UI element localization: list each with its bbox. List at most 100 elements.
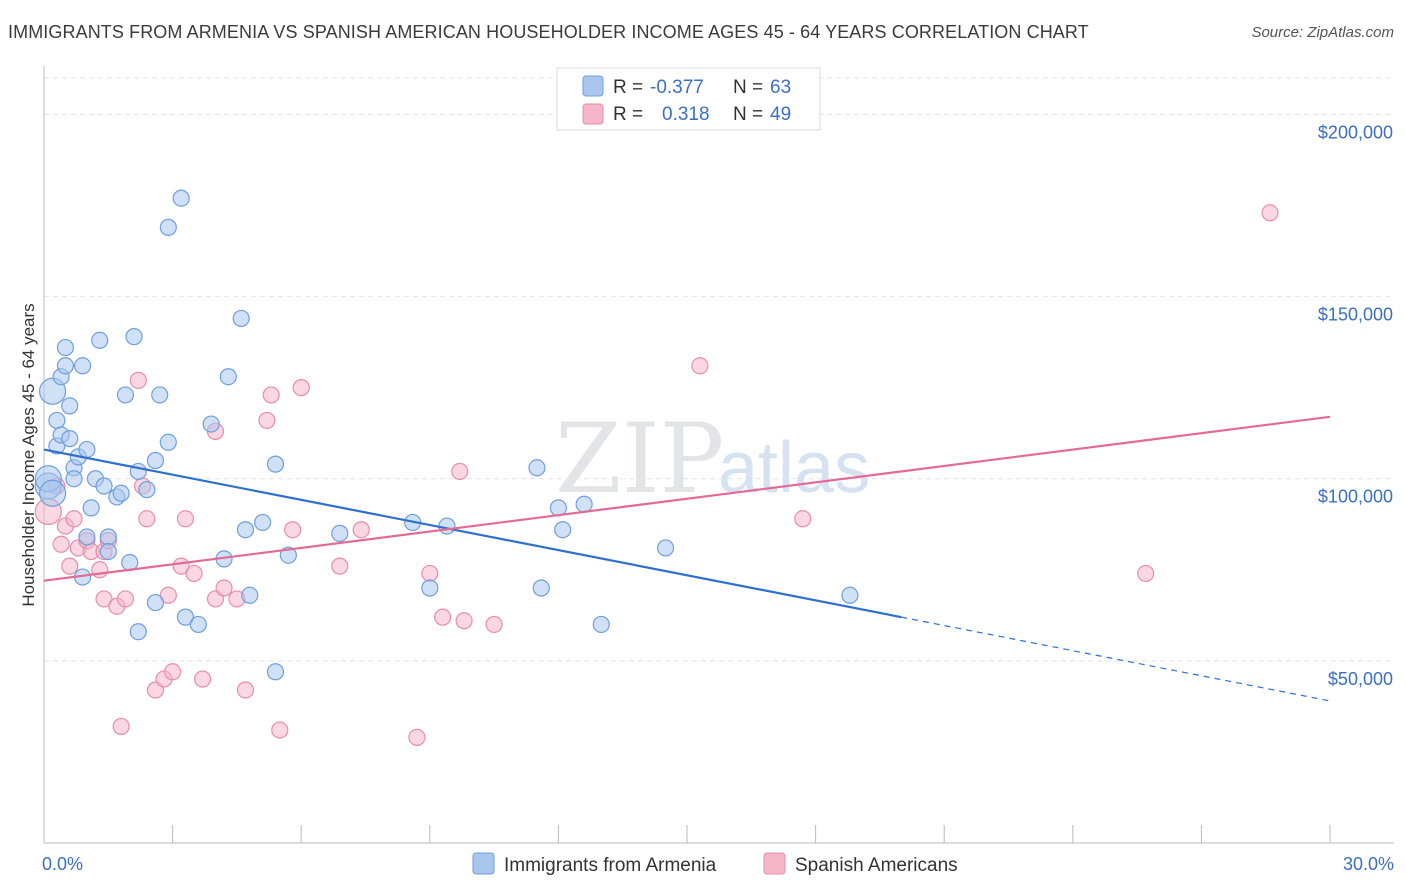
point-0-45 xyxy=(266,663,285,681)
point-0-16 xyxy=(82,499,100,517)
point-1-36 xyxy=(331,557,349,575)
point-0-29 xyxy=(138,481,156,499)
point-1-44 xyxy=(691,357,709,375)
point-0-42 xyxy=(236,521,255,539)
legend-n-value-armenia: 63 xyxy=(770,77,791,98)
legend-r-value-spanish: 0.318 xyxy=(662,104,710,125)
point-0-7 xyxy=(61,397,79,415)
trend-line-spanish xyxy=(43,415,1331,582)
point-1-38 xyxy=(408,728,426,746)
point-1-45 xyxy=(794,510,812,528)
bottom-legend-label-spanish: Spanish Americans xyxy=(795,855,958,876)
y-tick-label-1: $100,000 xyxy=(1318,487,1393,507)
point-0-14 xyxy=(78,528,96,546)
legend-r-label-armenia: R = xyxy=(613,77,643,98)
point-1-1 xyxy=(52,535,70,553)
point-0-47 xyxy=(279,546,297,564)
point-1-24 xyxy=(185,564,203,583)
legend-n-value-spanish: 49 xyxy=(770,104,791,125)
point-0-53 xyxy=(532,579,550,597)
legend-swatch-armenia xyxy=(582,75,604,97)
point-1-33 xyxy=(271,721,289,739)
point-0-1 xyxy=(48,411,66,430)
point-0-5 xyxy=(56,357,75,375)
point-0-20 xyxy=(99,528,117,546)
legend-n-label-armenia: N = xyxy=(733,77,763,98)
point-0-30 xyxy=(146,451,165,470)
point-1-40 xyxy=(434,608,452,626)
point-0-10 xyxy=(65,470,83,488)
point-0-51 xyxy=(438,517,456,535)
point-1-35 xyxy=(292,379,310,397)
point-1-23 xyxy=(176,510,195,528)
watermark-atlas: atlas xyxy=(718,428,870,508)
point-0-40 xyxy=(219,368,237,386)
data-points xyxy=(34,189,1279,746)
point-0-44 xyxy=(254,513,272,532)
point-0-33 xyxy=(159,433,177,451)
y-tick-labels: $50,000 $100,000 $150,000 $200,000 xyxy=(1318,122,1393,688)
x-tick-labels: 0.0% 30.0% xyxy=(42,854,1394,874)
point-0-32 xyxy=(151,386,169,404)
point-1-42 xyxy=(455,612,473,630)
point-0-24 xyxy=(116,386,135,404)
bottom-legend-swatch-spanish xyxy=(763,852,786,875)
point-0-12 xyxy=(73,357,92,375)
point-1-15 xyxy=(129,371,147,389)
point-0-50 xyxy=(421,579,439,597)
point-1-43 xyxy=(485,615,503,634)
point-1-13 xyxy=(112,717,130,736)
bottom-legend-swatch-armenia xyxy=(472,852,495,875)
legend-r-value-armenia: -0.377 xyxy=(650,77,704,98)
point-0-48 xyxy=(331,524,349,542)
point-0-37 xyxy=(189,615,207,634)
y-tick-label-0: $50,000 xyxy=(1328,669,1393,689)
point-1-10 xyxy=(95,590,113,608)
point-1-25 xyxy=(194,670,212,688)
point-0-31 xyxy=(146,593,165,612)
bottom-legend: Immigrants from Armenia Spanish American… xyxy=(472,852,958,876)
point-1-34 xyxy=(284,521,302,539)
point-0-35 xyxy=(172,189,190,207)
trend-line-armenia xyxy=(43,448,902,619)
point-0-43 xyxy=(241,586,259,604)
point-1-47 xyxy=(1261,204,1279,222)
bottom-legend-label-armenia: Immigrants from Armenia xyxy=(504,855,717,876)
point-1-21 xyxy=(164,663,182,681)
point-0-34 xyxy=(159,218,177,236)
point-1-37 xyxy=(352,521,370,539)
point-1-32 xyxy=(262,386,280,404)
point-0-41 xyxy=(232,309,250,328)
point-0-57 xyxy=(592,615,610,634)
point-1-39 xyxy=(421,564,439,583)
point-0-8 xyxy=(61,430,79,448)
legend-r-label-spanish: R = xyxy=(613,104,643,125)
point-0-27 xyxy=(129,623,147,641)
point-0-36 xyxy=(176,608,195,626)
trend-line-armenia-extension xyxy=(901,616,1331,702)
point-0-18 xyxy=(91,331,109,349)
trend-lines xyxy=(43,415,1331,702)
point-0-38 xyxy=(202,415,220,433)
x-tick-label-start: 0.0% xyxy=(42,854,83,874)
point-1-41 xyxy=(451,462,469,481)
point-0-19 xyxy=(95,477,113,495)
point-1-20 xyxy=(159,586,177,604)
point-0-58 xyxy=(656,539,675,557)
point-1-4 xyxy=(65,510,83,528)
point-1-3 xyxy=(61,557,79,575)
point-0-56 xyxy=(575,495,593,513)
point-1-30 xyxy=(236,681,255,699)
grid-lines xyxy=(44,77,1394,662)
point-1-17 xyxy=(138,510,156,528)
axes xyxy=(43,66,1394,844)
point-1-28 xyxy=(215,579,233,597)
x-tick-label-end: 30.0% xyxy=(1343,854,1394,874)
y-tick-label-3: $200,000 xyxy=(1318,122,1393,142)
point-0-21 xyxy=(99,542,117,561)
point-0-59 xyxy=(841,586,859,604)
y-tick-label-2: $150,000 xyxy=(1318,305,1393,325)
point-0-23 xyxy=(112,484,130,502)
point-0-26 xyxy=(125,328,143,346)
